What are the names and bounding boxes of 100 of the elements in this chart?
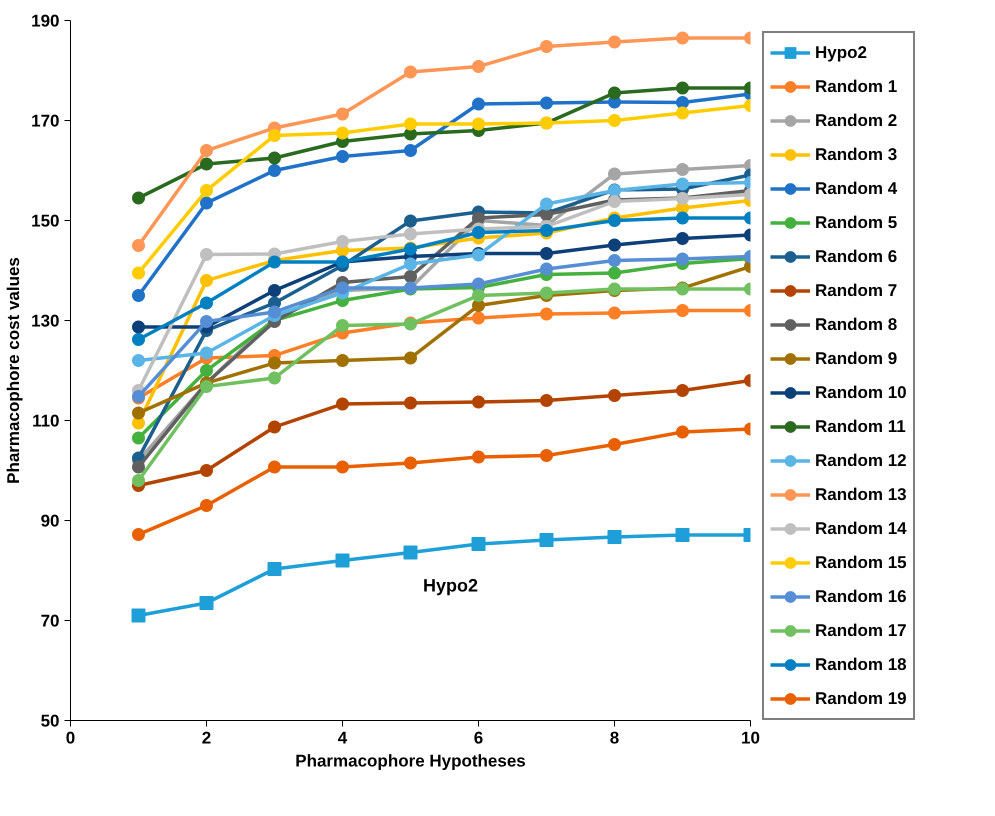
- legend-label: Random 10: [815, 382, 907, 404]
- annotation: Hypo2: [422, 576, 478, 596]
- point: [200, 158, 213, 170]
- legend-label: Random 12: [815, 450, 907, 472]
- point: [132, 474, 145, 487]
- point: [676, 426, 689, 438]
- y-axis-title: Pharmacophore cost values: [4, 257, 24, 484]
- point: [472, 98, 485, 110]
- point: [540, 533, 554, 547]
- point: [336, 460, 349, 474]
- point: [404, 228, 417, 240]
- point: [676, 82, 689, 94]
- point: [132, 289, 145, 302]
- point: [404, 546, 418, 560]
- legend-label: Random 9: [815, 348, 898, 370]
- point: [540, 198, 553, 210]
- point: [336, 108, 349, 120]
- point: [336, 150, 349, 163]
- point: [200, 499, 213, 512]
- point: [540, 224, 553, 237]
- x-tick-label: 8: [610, 728, 620, 748]
- legend-label: Random 18: [815, 654, 907, 676]
- legend-label: Hypo2: [815, 42, 867, 64]
- point: [608, 530, 622, 544]
- point: [608, 36, 621, 48]
- point: [132, 460, 145, 474]
- legend-label: Random 5: [815, 212, 898, 234]
- point: [472, 289, 485, 302]
- point: [200, 364, 213, 377]
- point: [336, 354, 349, 367]
- point: [132, 239, 145, 252]
- point: [268, 356, 281, 370]
- point: [404, 456, 417, 470]
- point: [268, 460, 281, 474]
- point: [336, 398, 349, 410]
- point: [608, 86, 621, 100]
- point: [676, 163, 689, 176]
- point: [540, 449, 553, 462]
- y-tick-label: 50: [40, 712, 60, 730]
- point: [472, 278, 485, 290]
- point: [200, 346, 213, 360]
- x-tick-label: 0: [66, 728, 76, 748]
- point: [676, 96, 689, 109]
- point: [676, 106, 689, 120]
- point: [268, 372, 281, 384]
- point: [268, 152, 281, 164]
- point: [200, 184, 213, 197]
- point: [200, 464, 213, 477]
- y-tick-label: 150: [31, 212, 60, 230]
- point: [336, 554, 350, 568]
- point: [608, 214, 621, 227]
- legend-label: Random 6: [815, 246, 898, 268]
- point: [676, 212, 689, 224]
- point: [268, 562, 282, 576]
- y-tick-label: 190: [31, 12, 60, 30]
- point: [268, 306, 281, 318]
- point: [336, 319, 349, 332]
- legend-label: Random 1: [815, 76, 898, 98]
- y-tick-label: 130: [31, 312, 60, 330]
- point: [676, 178, 689, 190]
- point: [132, 608, 146, 622]
- y-tick-label: 170: [31, 112, 60, 130]
- point: [608, 306, 621, 320]
- y-tick-label: 90: [40, 512, 60, 530]
- point: [608, 114, 621, 127]
- point: [200, 248, 213, 261]
- point: [200, 296, 213, 310]
- point: [404, 144, 417, 157]
- point: [608, 238, 621, 252]
- point: [540, 262, 553, 276]
- point: [336, 126, 349, 140]
- point: [676, 528, 690, 542]
- x-tick-label: 2: [202, 728, 212, 748]
- point: [608, 266, 621, 280]
- point: [540, 394, 553, 407]
- point: [132, 354, 145, 367]
- point: [200, 380, 213, 393]
- point: [540, 40, 553, 53]
- legend-label: Random 17: [815, 620, 907, 642]
- x-tick-label: 10: [741, 728, 760, 748]
- point: [540, 247, 553, 260]
- point: [404, 214, 417, 228]
- point: [676, 252, 689, 266]
- point: [200, 315, 213, 328]
- point: [404, 396, 417, 410]
- point: [200, 596, 214, 610]
- point: [472, 537, 486, 551]
- point: [336, 235, 349, 248]
- legend-label: Random 8: [815, 314, 898, 336]
- legend-label: Random 7: [815, 280, 898, 302]
- legend-label: Random 15: [815, 552, 907, 574]
- point: [540, 286, 553, 300]
- point: [608, 389, 621, 402]
- point: [404, 270, 417, 283]
- point: [132, 406, 145, 420]
- point: [472, 312, 485, 324]
- point: [472, 226, 485, 239]
- x-tick-label: 4: [338, 728, 348, 748]
- point: [336, 282, 349, 294]
- point: [268, 129, 281, 142]
